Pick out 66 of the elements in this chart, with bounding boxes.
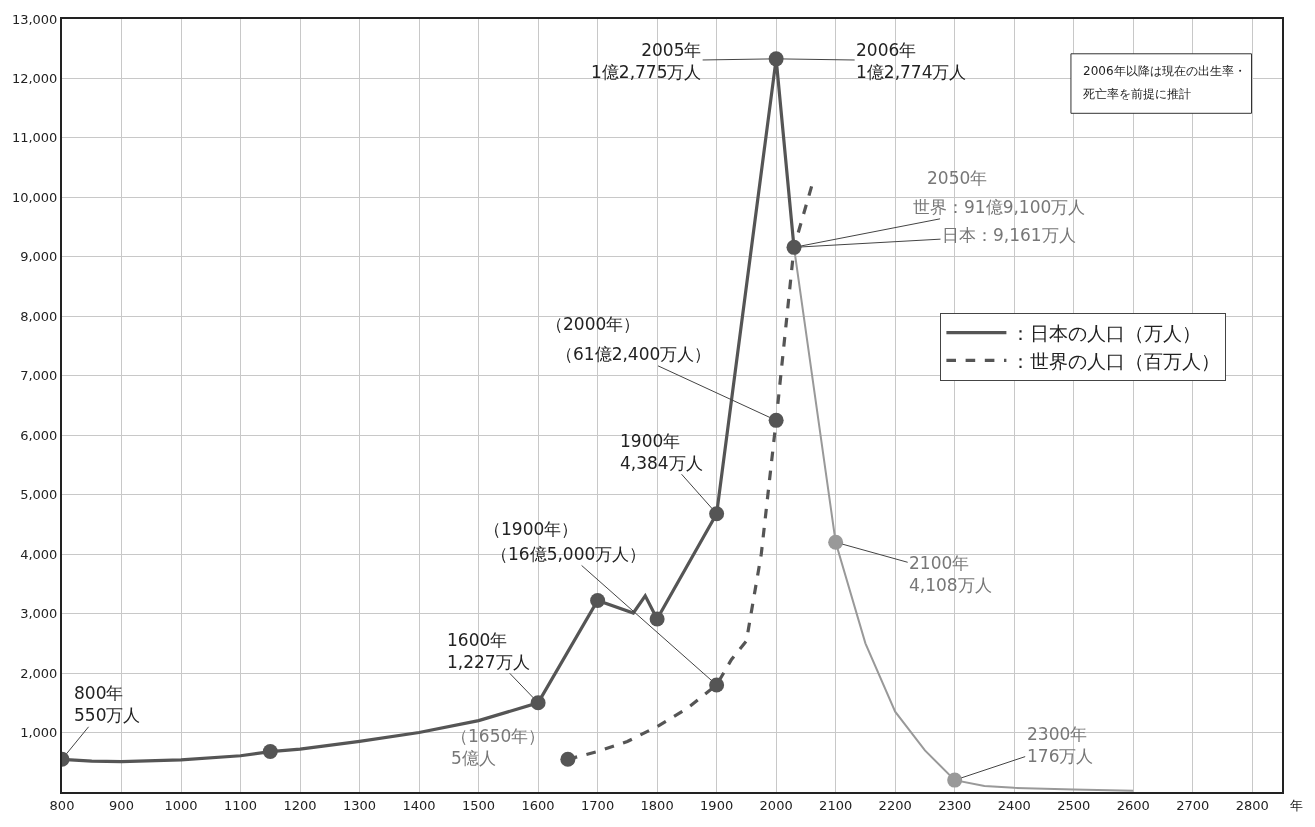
x-tick-label: 1600 (521, 797, 555, 813)
annotation: 1900年 4,384万人 (620, 431, 703, 474)
annotation: 2050年 (927, 168, 988, 188)
y-tick-label: 7,000 (20, 368, 58, 384)
point (768, 412, 784, 428)
y-tick-label: 12,000 (11, 71, 58, 87)
point (828, 534, 844, 550)
x-tick-label: 1700 (581, 797, 615, 813)
point (590, 593, 606, 609)
annotation: 2300年 176万人 (1027, 724, 1094, 767)
annotation: （16億5,000万人） (491, 544, 647, 564)
x-tick-label: 2600 (1116, 797, 1150, 813)
point (709, 506, 725, 522)
x-tick-label: 1000 (164, 797, 198, 813)
y-tick-label: 11,000 (11, 130, 58, 146)
y-tick-label: 6,000 (20, 427, 58, 443)
annotation: 1600年 1,227万人 (447, 630, 530, 673)
y-tick-label: 3,000 (20, 606, 58, 622)
point (262, 744, 278, 760)
x-tick-label: 2100 (819, 797, 853, 813)
x-tick-label: 1300 (343, 797, 377, 813)
annotation: 世界：91億9,100万人 (913, 197, 1086, 217)
point (768, 51, 784, 67)
x-tick-label: 2000 (759, 797, 793, 813)
x-tick-label: 2500 (1057, 797, 1091, 813)
annotation: （1650年） 5億人 (451, 726, 546, 769)
y-tick-label: 5,000 (20, 487, 58, 503)
annotation: 死亡率を前提に推計 (1083, 87, 1191, 101)
annotation: （2000年） (546, 314, 641, 334)
x-tick-label: 2200 (878, 797, 912, 813)
point (709, 677, 725, 693)
annotation: 2005年 1億2,775万人 (591, 40, 702, 83)
annotation: 2006年以降は現在の出生率・ (1083, 64, 1246, 78)
point (560, 751, 576, 767)
x-tick-label: 1100 (223, 797, 258, 813)
x-tick-label: 800 (49, 797, 75, 813)
x-tick-label: 1800 (640, 797, 674, 813)
point (947, 772, 963, 788)
x-tick-label: 2400 (997, 797, 1031, 813)
y-tick-label: 10,000 (11, 189, 58, 205)
y-tick-label: 1,000 (20, 725, 58, 741)
annotation: （61億2,400万人） (556, 344, 712, 364)
x-tick-label: 2300 (938, 797, 972, 813)
y-tick-label: 4,000 (20, 546, 58, 562)
y-tick-label: 9,000 (20, 249, 58, 265)
legend-label: ：世界の人口（百万人） (1011, 349, 1221, 372)
x-tick-label: 1200 (283, 797, 317, 813)
point (786, 239, 802, 255)
annotation: 日本：9,161万人 (942, 225, 1076, 245)
annotation: 2006年 1億2,774万人 (856, 40, 967, 83)
x-tick-label: 900 (109, 797, 134, 813)
annotation: 800年 550万人 (74, 683, 141, 726)
x-tick-label: 2700 (1176, 797, 1210, 813)
point (530, 695, 546, 711)
point (649, 611, 665, 627)
x-tick-label: 1500 (462, 797, 496, 813)
y-tick-label: 2,000 (20, 665, 58, 681)
y-tick-label: 8,000 (20, 308, 58, 324)
legend-label: ：日本の人口（万人） (1011, 322, 1202, 344)
annotation: 2100年 4,108万人 (909, 553, 992, 596)
x-tick-label: 1400 (402, 797, 436, 813)
x-tick-label: 1900 (700, 797, 734, 813)
y-tick-label: 13,000 (11, 11, 58, 27)
x-axis-title: 年 (1290, 798, 1303, 813)
annotation: （1900年） (484, 519, 579, 539)
x-tick-label: 2800 (1235, 797, 1269, 813)
